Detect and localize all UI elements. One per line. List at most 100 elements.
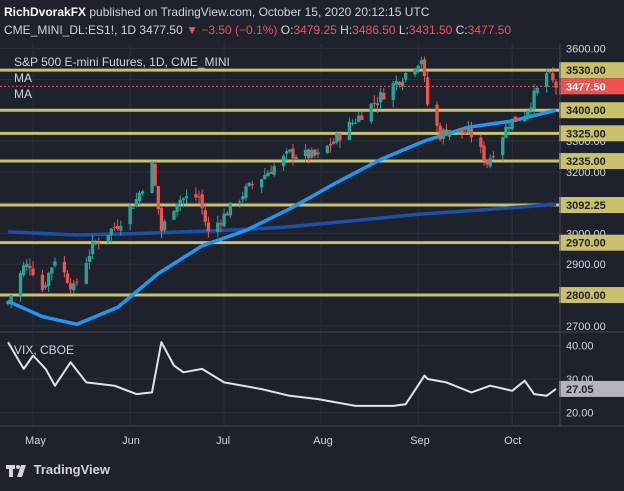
candle-body — [419, 60, 423, 65]
candle-body — [391, 83, 395, 100]
footer — [0, 457, 624, 491]
candle-body — [313, 149, 317, 156]
time-axis[interactable]: May Jun Jul Aug Sep Oct — [0, 44, 624, 447]
last-price-label: 3477.50 — [566, 81, 606, 93]
candle-body — [272, 166, 276, 175]
candle-body — [172, 210, 176, 220]
level-price-label: 3092.25 — [566, 200, 606, 212]
candle-body — [469, 128, 474, 138]
symbol-label[interactable]: CME_MINI_DL:ES1!, 1D — [4, 23, 137, 37]
candle — [425, 71, 430, 107]
candle — [97, 237, 101, 250]
published-text: published on TradingView.com, October 15… — [89, 5, 430, 19]
candle — [156, 186, 160, 215]
candle — [94, 239, 98, 246]
candle-body — [28, 265, 32, 269]
vix-tick-label: 40.00 — [566, 340, 594, 352]
candle-body — [228, 202, 232, 216]
candle — [25, 259, 29, 271]
candle — [50, 266, 54, 281]
candle-body — [22, 265, 26, 275]
candle — [438, 122, 442, 142]
candle-body — [94, 242, 98, 244]
candle-body — [162, 221, 167, 231]
candle — [510, 118, 514, 131]
author-name[interactable]: RichDvorakFX — [4, 5, 87, 19]
candle-body — [90, 240, 95, 255]
candle-body — [404, 72, 408, 80]
candle-body — [294, 156, 298, 159]
candle-body — [50, 267, 54, 274]
candle-body — [68, 283, 73, 290]
candle — [372, 95, 377, 110]
candle — [22, 261, 26, 277]
price-tick-label: 2700.00 — [566, 321, 606, 333]
candle-body — [150, 162, 154, 194]
candle-body — [460, 128, 464, 133]
price-chart[interactable]: 2700.002800.002900.003000.003100.003200.… — [0, 44, 624, 457]
candle-body — [463, 131, 467, 134]
candle — [375, 96, 380, 113]
tradingview-logo[interactable]: TradingView — [6, 462, 110, 479]
candle-body — [382, 92, 386, 100]
candle-body — [225, 213, 229, 216]
candle-body — [350, 123, 355, 125]
candle-body — [548, 71, 552, 73]
candle-body — [269, 171, 273, 174]
candle — [90, 234, 95, 260]
candle — [68, 278, 73, 295]
candle — [266, 169, 270, 177]
candle-body — [513, 116, 517, 122]
level-price-tag — [559, 153, 624, 170]
candle-body — [523, 116, 527, 122]
candle-body — [18, 272, 23, 296]
candle-body — [247, 182, 251, 186]
candle — [150, 160, 154, 194]
candle-body — [134, 199, 139, 207]
low-value: 3431.50 — [408, 23, 453, 37]
candle — [250, 180, 254, 190]
candle — [332, 138, 336, 145]
candle-body — [360, 115, 364, 120]
candle — [141, 189, 145, 196]
price-tick-label: 3200.00 — [566, 167, 606, 179]
vix-last-tag — [559, 380, 624, 397]
last-price-tag — [559, 78, 624, 95]
candle-body — [306, 149, 311, 159]
candle — [306, 148, 311, 164]
candle — [325, 145, 330, 155]
candle-body — [53, 261, 57, 266]
time-tick-label: May — [25, 435, 46, 447]
candle — [206, 216, 211, 238]
candle — [137, 190, 142, 205]
candle — [535, 86, 539, 96]
candle — [382, 88, 386, 100]
candle-body — [332, 141, 336, 144]
candle — [469, 121, 474, 143]
open-label: O: — [280, 23, 294, 37]
candle — [119, 220, 123, 236]
candle — [9, 294, 13, 309]
candle — [47, 271, 51, 292]
level-price-tag — [559, 287, 624, 304]
candle-body — [159, 207, 164, 231]
vix-last-label: 27.05 — [566, 384, 594, 396]
candle-body — [397, 81, 402, 86]
price-tick-label: 2900.00 — [566, 259, 606, 271]
time-tick-label: Jul — [216, 435, 230, 447]
candle — [172, 210, 176, 221]
candle-body — [112, 226, 117, 228]
candle — [338, 131, 342, 148]
candle-body — [47, 272, 51, 287]
candle — [303, 143, 308, 162]
candle — [131, 207, 135, 209]
candle — [551, 66, 555, 83]
candle-body — [375, 103, 380, 106]
candle-body — [544, 73, 549, 87]
level-price-tag — [559, 102, 624, 119]
candle-body — [109, 228, 113, 236]
candle-body — [488, 158, 492, 167]
candle-body — [447, 129, 452, 137]
candle — [134, 192, 139, 208]
candle-body — [84, 263, 88, 284]
